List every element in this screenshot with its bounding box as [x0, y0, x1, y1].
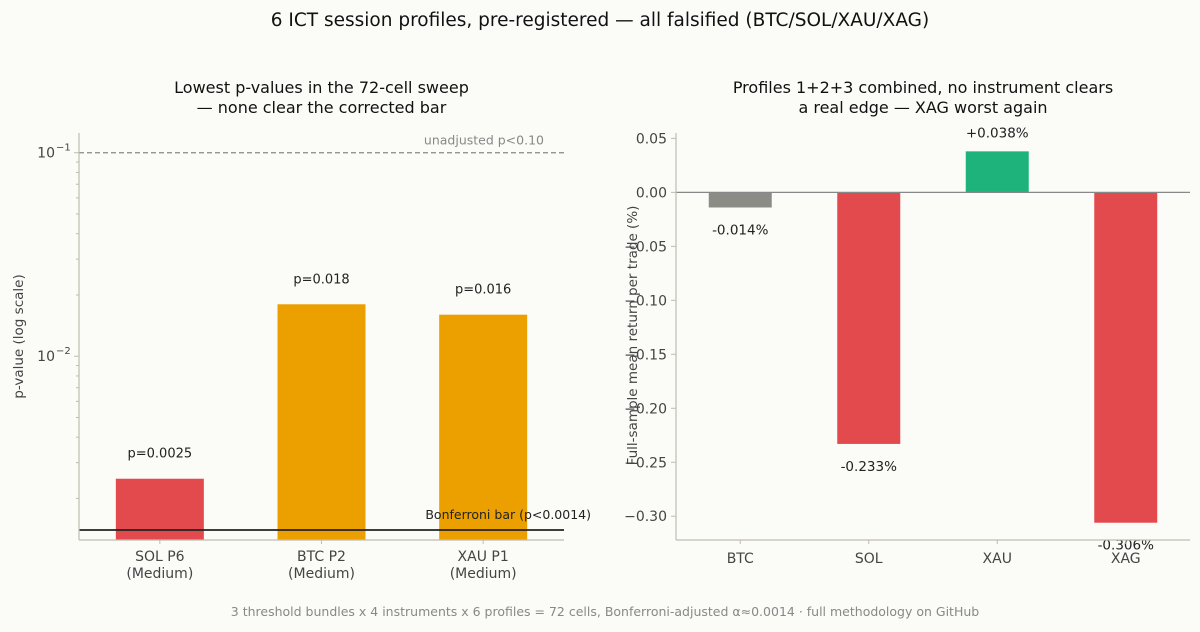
chart-title-line-1: Lowest p-values in the 72-cell sweep [174, 78, 469, 97]
y-tick-exponent: −1 [56, 143, 71, 154]
y-tick-label: 0.05 [636, 131, 667, 147]
y-tick-label: −0.05 [624, 239, 667, 255]
chart-title-line-2: — none clear the corrected bar [197, 98, 447, 117]
y-tick-exponent: −2 [56, 346, 71, 357]
bar-value-label: -0.306% [1098, 538, 1155, 554]
bar-btc [708, 192, 772, 208]
x-tick-label: SOL [855, 551, 883, 567]
x-tick-label: (Medium) [450, 566, 517, 582]
bonferroni-threshold-label: Bonferroni bar (p<0.0014) [425, 507, 591, 522]
chart-title-line-1: Profiles 1+2+3 combined, no instrument c… [733, 78, 1113, 97]
bar-value-label: p=0.018 [293, 272, 349, 287]
x-tick-label: SOL P6 [135, 549, 185, 565]
x-tick-label: (Medium) [288, 566, 355, 582]
x-tick-label: BTC P2 [297, 549, 346, 565]
bar-xau [965, 151, 1029, 193]
x-tick-label: XAU [983, 551, 1012, 567]
bar-value-label: p=0.0025 [128, 447, 193, 462]
y-axis-label: Full-sample mean return per trade (%) [625, 206, 641, 466]
x-tick-label: XAU P1 [458, 549, 509, 565]
chart-title-line-2: a real edge — XAG worst again [798, 98, 1047, 117]
y-tick-label: 10 [37, 146, 55, 162]
left-chart-pvalues: Lowest p-values in the 72-cell sweep— no… [11, 78, 591, 582]
y-tick-label: −0.15 [624, 347, 667, 363]
right-chart-mean-return: Profiles 1+2+3 combined, no instrument c… [624, 78, 1190, 567]
bar-value-label: p=0.016 [455, 283, 511, 298]
y-tick-label: 10 [37, 349, 55, 365]
bar-xag [1094, 192, 1158, 523]
figure-footer: 3 threshold bundles x 4 instruments x 6 … [231, 604, 979, 619]
x-tick-label: BTC [727, 551, 754, 567]
y-tick-label: −0.25 [624, 455, 667, 471]
x-tick-label: XAG [1111, 551, 1141, 567]
bar-sol [837, 192, 901, 444]
y-tick-label: 0.00 [636, 185, 667, 201]
bar-1 [277, 304, 366, 540]
y-axis-label: p-value (log scale) [11, 274, 27, 398]
unadjusted-threshold-label: unadjusted p<0.10 [424, 133, 544, 148]
y-tick-label: −0.20 [624, 401, 667, 417]
bar-value-label: +0.038% [966, 125, 1029, 141]
y-tick-label: −0.30 [624, 509, 667, 525]
bar-value-label: -0.233% [841, 459, 898, 475]
bar-value-label: -0.014% [712, 222, 769, 238]
bar-2 [439, 314, 528, 540]
figure-title: 6 ICT session profiles, pre-registered —… [271, 10, 929, 31]
y-tick-label: −0.10 [624, 293, 667, 309]
x-tick-label: (Medium) [126, 566, 193, 582]
